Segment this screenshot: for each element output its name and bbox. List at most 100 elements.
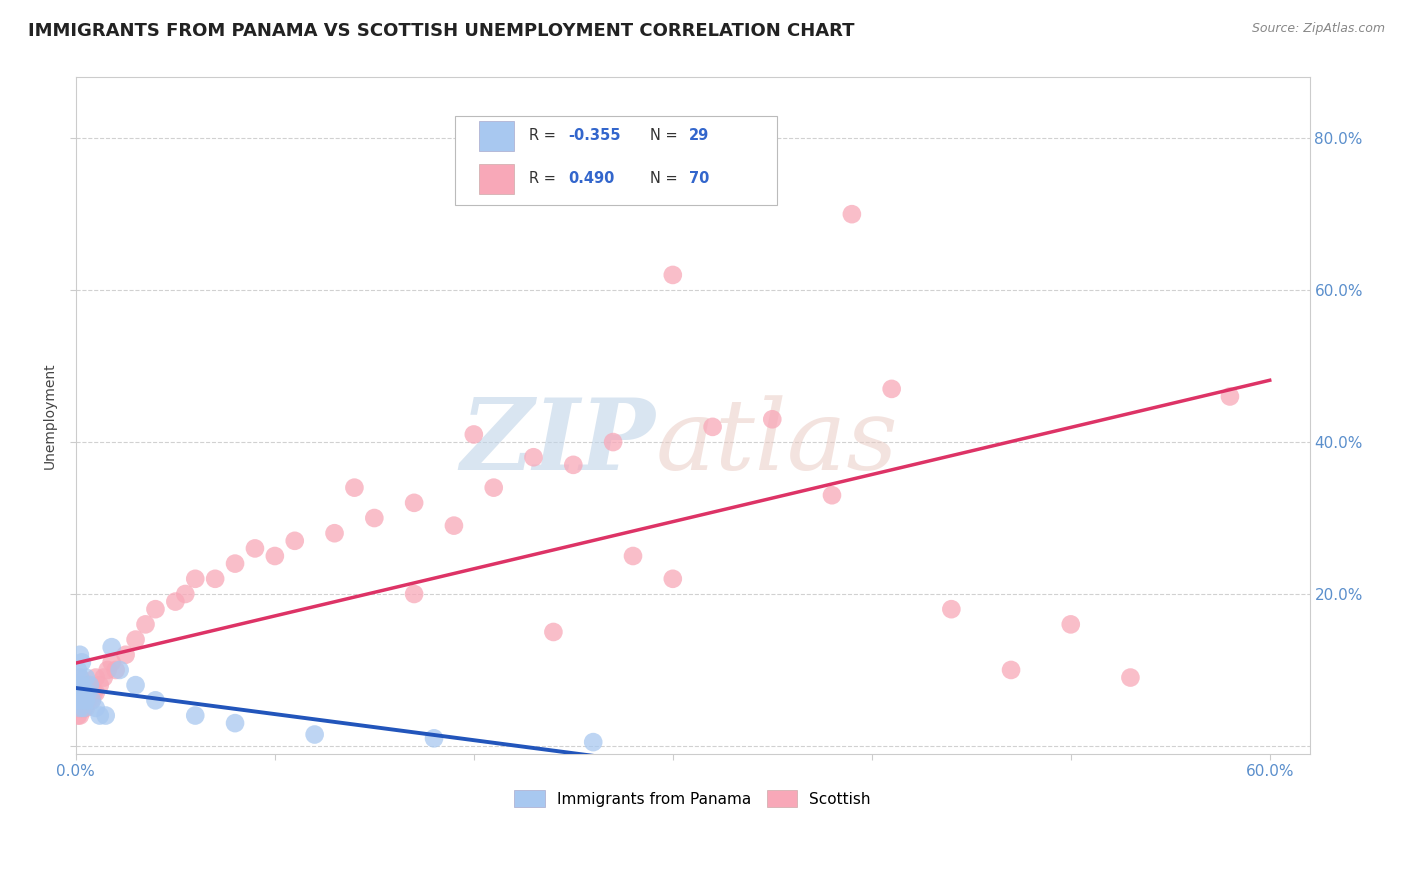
Point — [73, 701, 96, 715]
Point — [66, 693, 89, 707]
Point — [84, 701, 107, 715]
Text: 70: 70 — [689, 171, 710, 186]
Point — [73, 701, 96, 715]
Point — [761, 412, 783, 426]
Point — [93, 671, 115, 685]
Point — [84, 671, 107, 685]
Point — [69, 671, 91, 685]
Point — [134, 617, 156, 632]
Point — [1000, 663, 1022, 677]
Legend: Immigrants from Panama, Scottish: Immigrants from Panama, Scottish — [509, 783, 877, 814]
Point — [404, 496, 426, 510]
Y-axis label: Unemployment: Unemployment — [44, 362, 58, 469]
Point — [80, 693, 103, 707]
Point — [94, 708, 117, 723]
Point — [204, 572, 226, 586]
Point — [69, 708, 91, 723]
Point — [1219, 389, 1241, 403]
Point — [522, 450, 544, 465]
Text: 29: 29 — [689, 128, 709, 144]
Text: R =: R = — [529, 128, 560, 144]
Point — [941, 602, 963, 616]
Text: -0.355: -0.355 — [568, 128, 620, 144]
Point — [124, 632, 146, 647]
Point — [562, 458, 585, 472]
Point — [69, 648, 91, 662]
Point — [463, 427, 485, 442]
Point — [66, 693, 89, 707]
Text: IMMIGRANTS FROM PANAMA VS SCOTTISH UNEMPLOYMENT CORRELATION CHART: IMMIGRANTS FROM PANAMA VS SCOTTISH UNEMP… — [28, 22, 855, 40]
Point — [184, 572, 207, 586]
Point — [423, 731, 446, 746]
Text: N =: N = — [650, 128, 682, 144]
Point — [70, 656, 93, 670]
Point — [79, 678, 101, 692]
Point — [69, 693, 91, 707]
Text: 0.490: 0.490 — [568, 171, 614, 186]
Point — [100, 656, 122, 670]
Point — [104, 663, 127, 677]
Point — [243, 541, 266, 556]
Point — [76, 686, 98, 700]
Point — [543, 624, 565, 639]
Text: atlas: atlas — [655, 395, 898, 491]
Point — [224, 716, 246, 731]
Point — [75, 693, 97, 707]
Point — [76, 693, 98, 707]
Point — [582, 735, 605, 749]
Point — [1119, 671, 1142, 685]
Point — [70, 678, 93, 692]
Point — [70, 686, 93, 700]
Point — [66, 708, 89, 723]
Text: ZIP: ZIP — [461, 394, 655, 491]
Point — [80, 686, 103, 700]
Point — [69, 686, 91, 700]
Point — [821, 488, 844, 502]
Point — [69, 701, 91, 715]
Point — [482, 481, 505, 495]
Point — [73, 686, 96, 700]
Point — [70, 693, 93, 707]
Point — [69, 686, 91, 700]
Point — [165, 594, 187, 608]
Point — [75, 701, 97, 715]
FancyBboxPatch shape — [479, 121, 513, 151]
Point — [284, 533, 307, 548]
Point — [66, 678, 89, 692]
Point — [323, 526, 346, 541]
Point — [80, 693, 103, 707]
FancyBboxPatch shape — [479, 164, 513, 194]
Point — [702, 420, 724, 434]
Point — [145, 693, 167, 707]
Point — [76, 686, 98, 700]
Point — [66, 678, 89, 692]
Text: R =: R = — [529, 171, 560, 186]
Point — [83, 686, 105, 700]
Point — [184, 708, 207, 723]
Point — [602, 435, 624, 450]
Point — [89, 678, 111, 692]
Point — [79, 693, 101, 707]
Point — [124, 678, 146, 692]
Point — [73, 693, 96, 707]
Point — [108, 663, 131, 677]
Point — [304, 727, 326, 741]
Point — [66, 701, 89, 715]
Point — [70, 701, 93, 715]
Point — [224, 557, 246, 571]
Point — [97, 663, 120, 677]
Point — [75, 671, 97, 685]
Point — [621, 549, 644, 563]
Point — [70, 693, 93, 707]
FancyBboxPatch shape — [454, 116, 776, 204]
Point — [75, 678, 97, 692]
Point — [100, 640, 122, 655]
Point — [114, 648, 136, 662]
Point — [69, 701, 91, 715]
Text: N =: N = — [650, 171, 682, 186]
Point — [880, 382, 903, 396]
Point — [174, 587, 197, 601]
Text: Source: ZipAtlas.com: Source: ZipAtlas.com — [1251, 22, 1385, 36]
Point — [841, 207, 863, 221]
Point — [84, 686, 107, 700]
